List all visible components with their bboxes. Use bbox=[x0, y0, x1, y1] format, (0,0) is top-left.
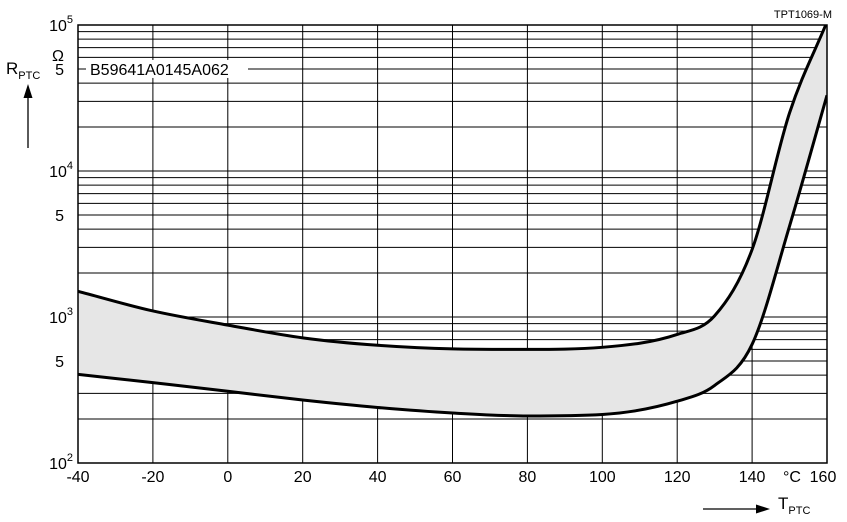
x-tick-label: 100 bbox=[589, 469, 616, 486]
x-tick-label: 20 bbox=[294, 469, 312, 486]
tolerance-band bbox=[78, 25, 827, 416]
part-number-box bbox=[86, 59, 248, 78]
y-tick-label: 5 bbox=[55, 354, 64, 371]
x-tick-label: 0 bbox=[223, 469, 232, 486]
y-tick-label: 105 bbox=[49, 14, 73, 35]
plot-frame bbox=[77, 24, 828, 464]
x-tick-label: 160 bbox=[810, 469, 837, 486]
y-axis-label: RPTC bbox=[6, 59, 40, 82]
x-tick-label: 80 bbox=[519, 469, 537, 486]
x-tick-labels: -40 -20 0 20 40 60 80 100 120 140 160 bbox=[66, 469, 836, 486]
y-axis-arrow bbox=[23, 84, 33, 148]
x-tick-label: 60 bbox=[444, 469, 462, 486]
x-axis-arrow bbox=[703, 504, 770, 514]
y-tick-label: 103 bbox=[49, 306, 73, 327]
x-tick-label: 140 bbox=[739, 469, 766, 486]
x-axis-unit: °C bbox=[783, 469, 801, 486]
x-tick-label: -20 bbox=[141, 469, 164, 486]
y-tick-label: 104 bbox=[49, 160, 73, 181]
y-tick-label: 102 bbox=[49, 452, 73, 473]
x-axis-label: TPTC bbox=[778, 494, 810, 517]
x-tick-label: -40 bbox=[66, 469, 89, 486]
lower-limit-curve bbox=[78, 94, 827, 418]
y-axis-unit: Ω bbox=[52, 48, 64, 65]
part-number: B59641A0145A062 bbox=[90, 62, 229, 79]
figure-code: TPT1069-M bbox=[774, 9, 832, 21]
x-tick-label: 40 bbox=[369, 469, 387, 486]
y-tick-label: 5 bbox=[55, 208, 64, 225]
upper-limit-curve bbox=[78, 25, 827, 351]
y-tick-labels: 102 5 103 5 104 5 105 bbox=[49, 14, 73, 473]
y-tick-label: 5 bbox=[55, 62, 64, 79]
x-tick-label: 120 bbox=[664, 469, 691, 486]
